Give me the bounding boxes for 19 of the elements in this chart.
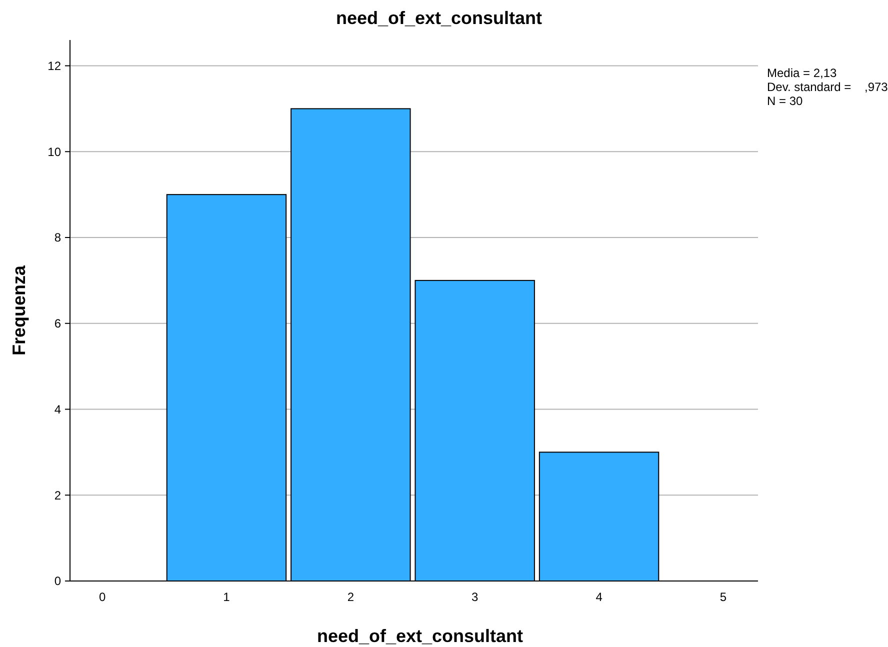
y-tick-label: 6 (54, 316, 62, 331)
x-axis-title: need_of_ext_consultant (316, 626, 524, 646)
x-tick-label: 2 (347, 590, 354, 604)
chart-title: need_of_ext_consultant (336, 8, 542, 28)
y-tick-label: 2 (54, 488, 62, 502)
y-tick-label: 4 (54, 402, 62, 416)
x-tick-label: 3 (472, 590, 479, 604)
y-tick-label: 0 (54, 574, 62, 588)
text: N = 30 (767, 94, 804, 108)
y-tick-label: 10 (48, 144, 62, 159)
y-tick-label: 12 (48, 58, 62, 73)
x-tick-label: 0 (98, 590, 106, 604)
x-tick-label: 4 (596, 590, 603, 604)
text: Media = 2,13 (767, 66, 838, 80)
y-tick-label: 8 (54, 230, 62, 245)
x-tick-label: 1 (223, 590, 230, 604)
text: Dev. standard = ,973 (767, 80, 888, 94)
x-tick-label: 5 (720, 590, 727, 604)
y-axis-title: Frequenza (9, 264, 29, 356)
